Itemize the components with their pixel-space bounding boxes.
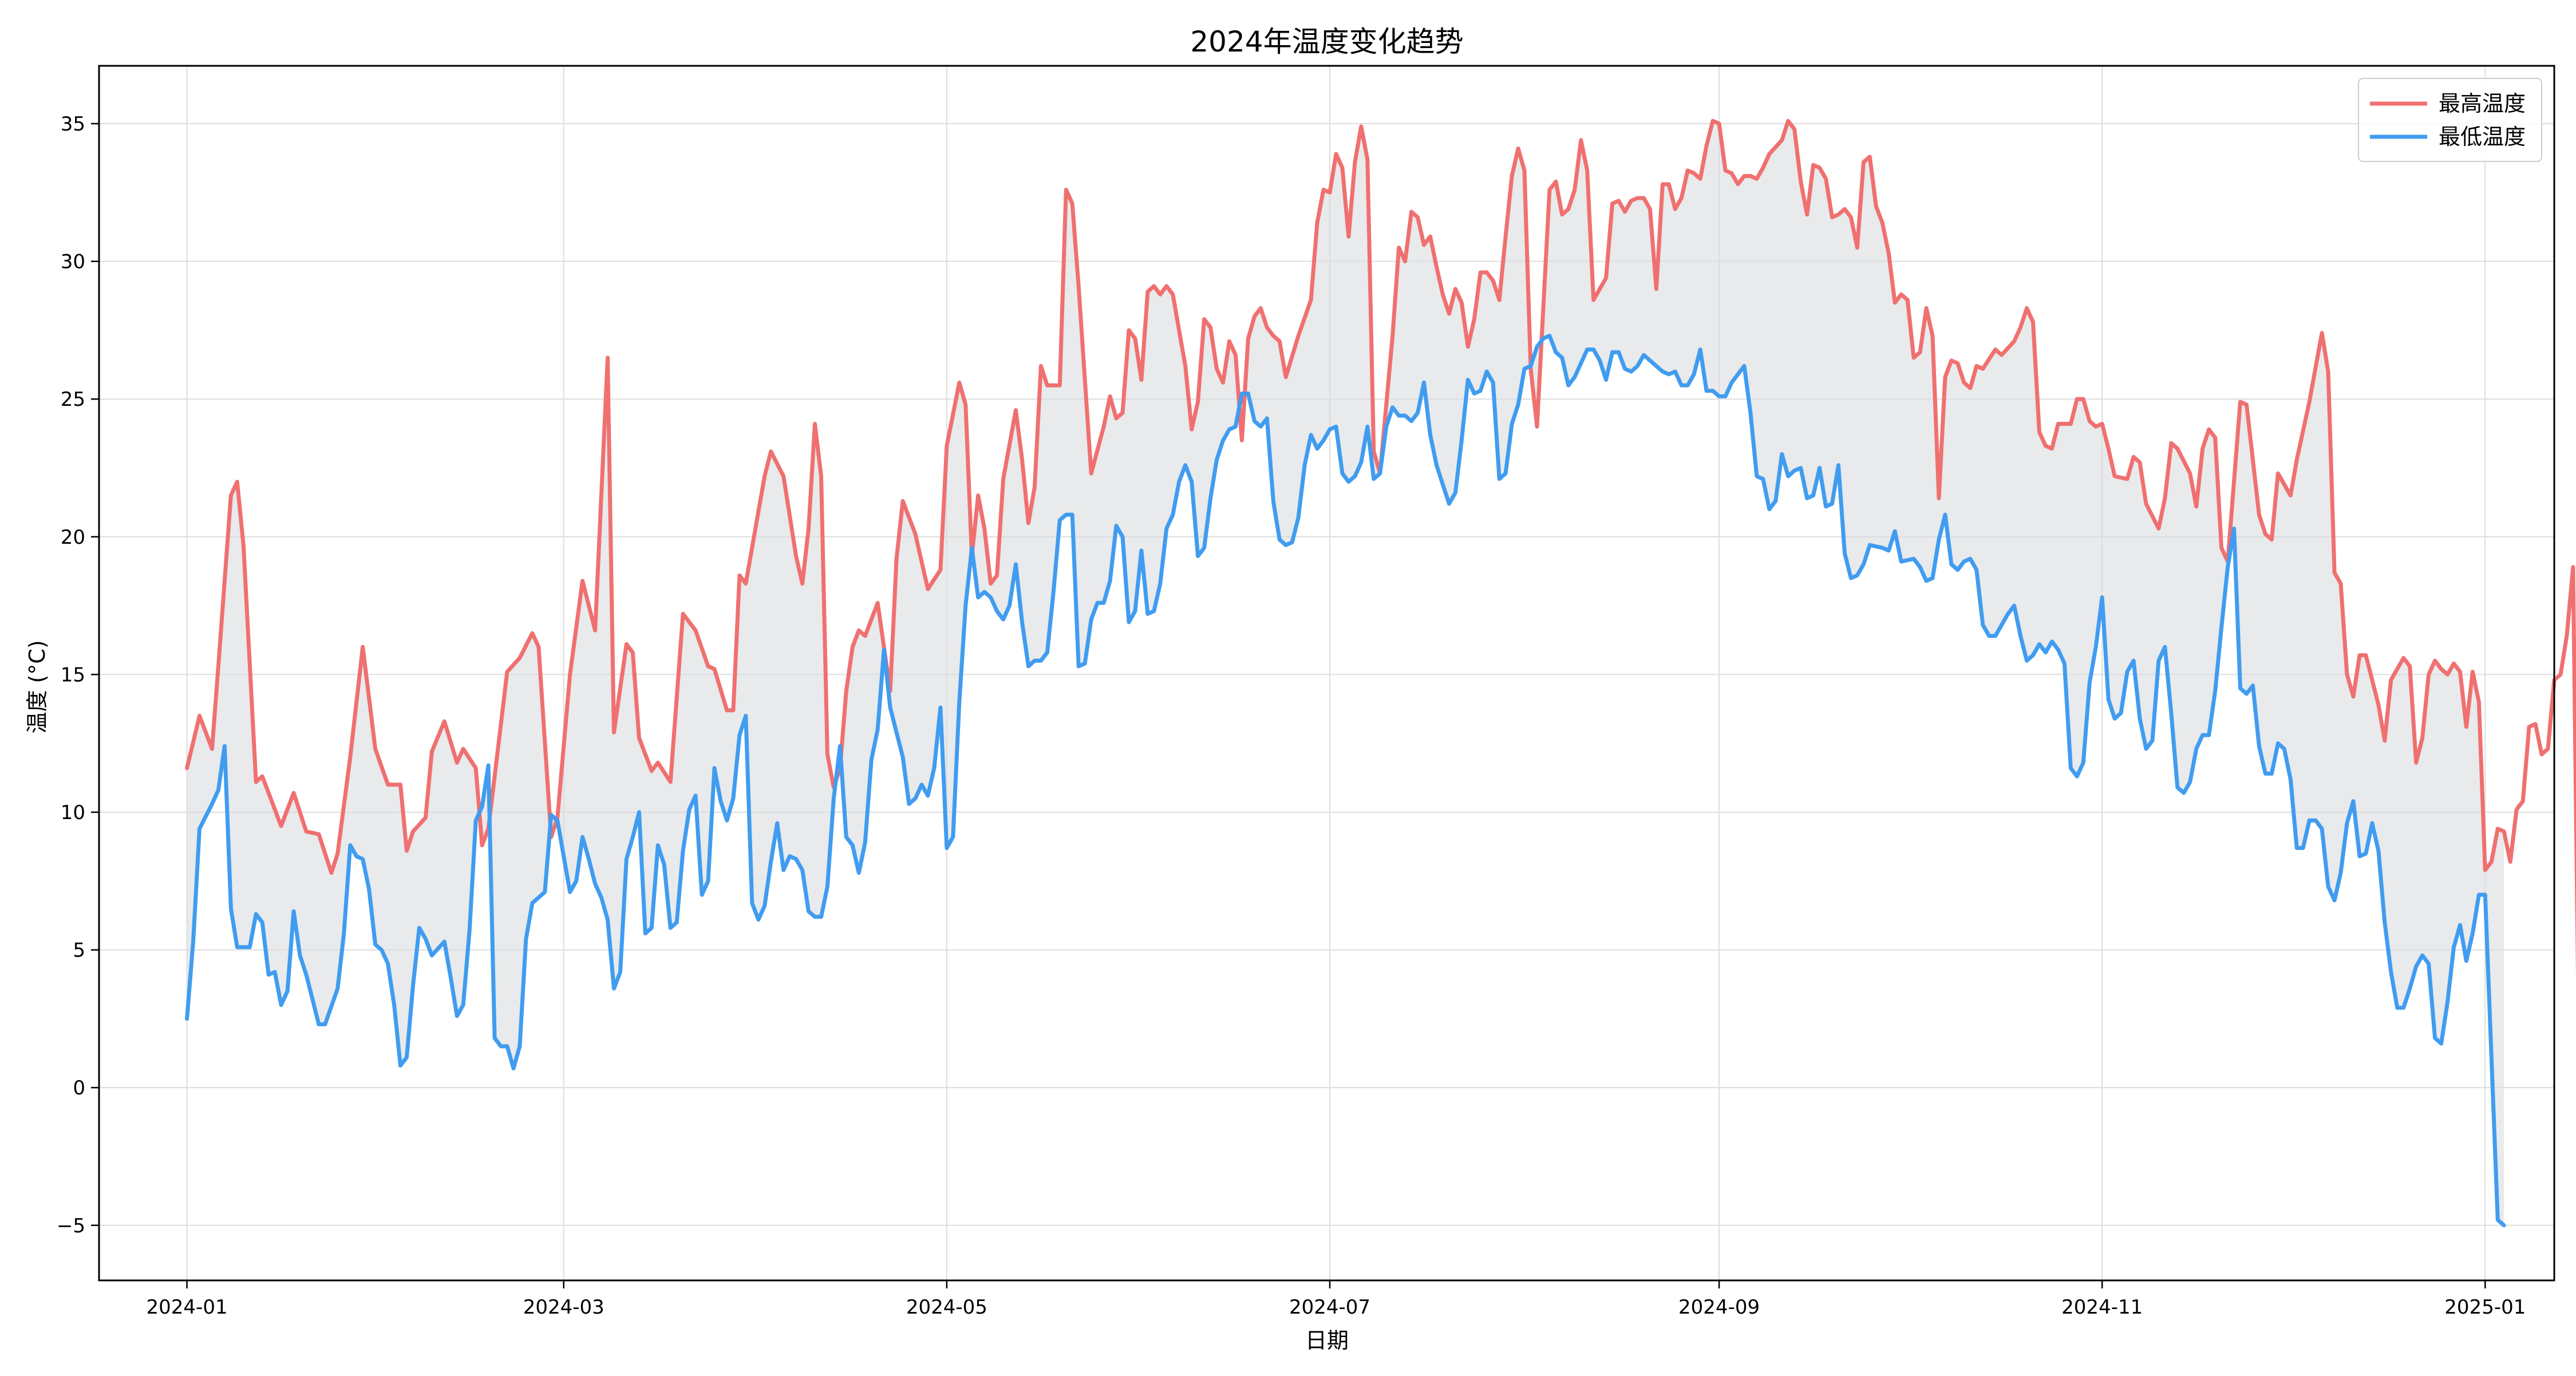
x-tick-label: 2024-07	[1289, 1296, 1370, 1319]
temperature-range-fill	[187, 121, 2504, 1225]
y-tick-label: 35	[61, 113, 85, 136]
legend-label: 最低温度	[2439, 124, 2526, 149]
y-axis: −5 0 5 10 15 20 25 30 35	[57, 113, 99, 1237]
series-line-max-temp	[185, 118, 2576, 976]
x-tick-label: 2024-01	[147, 1296, 228, 1319]
x-axis-label: 日期	[1305, 1328, 1349, 1353]
x-tick-label: 2024-03	[523, 1296, 605, 1319]
legend-box	[2358, 78, 2542, 162]
x-tick-label: 2024-09	[1678, 1296, 1760, 1319]
y-tick-label: 25	[61, 388, 85, 411]
x-tick-label: 2025-01	[2444, 1296, 2526, 1319]
plot-frame	[98, 65, 2555, 1282]
x-axis: 2024-01 2024-03 2024-05 2024-07 2024-09 2024-…	[147, 1280, 2526, 1319]
x-tick-label: 2024-11	[2061, 1296, 2143, 1319]
y-tick-label: 5	[73, 939, 85, 962]
y-tick-label: 30	[61, 251, 85, 274]
y-tick-label: 10	[61, 801, 85, 824]
series-layer	[185, 118, 2576, 1228]
chart-title: 2024年温度变化趋势	[1190, 25, 1463, 58]
x-tick-label: 2024-05	[906, 1296, 987, 1319]
y-tick-label: 20	[61, 526, 85, 549]
y-tick-label: 0	[73, 1077, 85, 1100]
legend-label: 最高温度	[2439, 91, 2526, 116]
y-axis-label: 温度 (°C)	[25, 640, 50, 733]
y-tick-label: −5	[57, 1215, 85, 1237]
y-tick-label: 15	[61, 663, 85, 686]
series-line-min-temp	[185, 334, 2506, 1228]
